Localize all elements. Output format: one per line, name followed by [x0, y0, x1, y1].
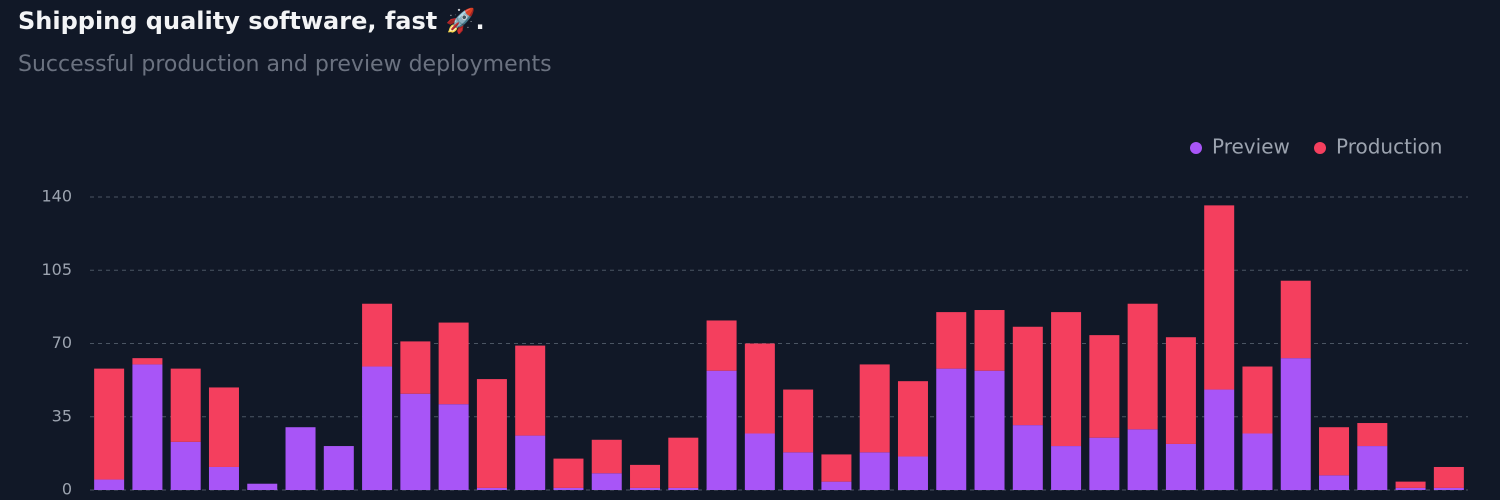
bar-segment — [400, 341, 431, 394]
bar-segment — [515, 345, 546, 436]
bar-segment — [476, 379, 507, 488]
bar-segment — [1433, 487, 1464, 490]
bar-segment — [897, 381, 928, 457]
bar-segment — [1089, 437, 1120, 490]
bar-segment — [1204, 205, 1235, 390]
bar-segment — [94, 479, 125, 490]
bar-segment — [1280, 280, 1311, 359]
bar-segment — [1357, 446, 1388, 490]
bar-segment — [285, 427, 316, 490]
bar-segment — [515, 435, 546, 490]
bar-segment — [974, 370, 1005, 490]
bar-segment — [668, 437, 699, 488]
bar-segment — [1280, 358, 1311, 490]
bar-segment — [132, 358, 163, 365]
bar-segment — [1357, 423, 1388, 447]
bar-segment — [1127, 429, 1158, 490]
bar-segment — [1395, 481, 1426, 488]
y-tick-label: 105 — [41, 260, 72, 279]
legend-swatch — [1190, 142, 1202, 154]
legend-swatch — [1314, 142, 1326, 154]
bar-segment — [1051, 312, 1082, 447]
bar-segment — [1242, 366, 1273, 434]
bar-segment — [1051, 446, 1082, 490]
bar-segment — [591, 439, 622, 474]
bar-segment — [974, 310, 1005, 371]
bar-segment — [1433, 466, 1464, 488]
bar-segment — [1204, 389, 1235, 490]
bar-segment — [1012, 326, 1043, 426]
chart-subtitle: Successful production and preview deploy… — [18, 52, 552, 77]
bar-segment — [1165, 337, 1196, 444]
bar-segment — [1165, 443, 1196, 490]
y-tick-label: 0 — [62, 480, 72, 499]
bar-segment — [630, 464, 661, 488]
bar-segment — [400, 393, 431, 490]
chart-title: Shipping quality software, fast 🚀. — [18, 7, 485, 35]
bar-segment — [323, 446, 354, 490]
bar-segment — [208, 387, 239, 467]
bar-segment — [438, 322, 469, 405]
bar-segment — [821, 481, 852, 490]
bar-segment — [821, 454, 852, 482]
y-tick-label: 70 — [52, 333, 72, 352]
bar-segment — [362, 366, 393, 490]
bar-segment — [706, 370, 737, 490]
bar-segment — [591, 473, 622, 490]
bar-segment — [859, 452, 890, 490]
legend-label: Production — [1336, 135, 1442, 159]
bar-segment — [936, 368, 967, 490]
bar-segment — [630, 487, 661, 490]
legend-label: Preview — [1212, 135, 1290, 159]
bar-segment — [553, 458, 584, 488]
bar-segment — [362, 303, 393, 367]
bar-segment — [1395, 487, 1426, 490]
bar-segment — [170, 368, 201, 442]
bar-segment — [783, 389, 814, 453]
bar-segment — [132, 364, 163, 490]
bar-segment — [170, 441, 201, 490]
bar-segment — [744, 343, 775, 434]
bar-segment — [744, 433, 775, 490]
bar-segment — [783, 452, 814, 490]
bar-segment — [897, 456, 928, 490]
bar-segment — [706, 320, 737, 371]
bar-segment — [1319, 427, 1350, 476]
bar-segment — [553, 487, 584, 490]
bar-segment — [476, 487, 507, 490]
bar-segment — [1242, 433, 1273, 490]
y-tick-label: 140 — [41, 187, 72, 206]
bar-segment — [1012, 425, 1043, 490]
bar-segment — [936, 312, 967, 369]
bar-segment — [668, 487, 699, 490]
bar-segment — [1127, 303, 1158, 430]
bar-segment — [94, 368, 125, 480]
y-tick-label: 35 — [52, 406, 72, 425]
bar-segment — [438, 404, 469, 490]
bar-segment — [1319, 475, 1350, 490]
bar-segment — [859, 364, 890, 453]
bar-segment — [247, 483, 278, 490]
bar-segment — [208, 466, 239, 490]
bar-segment — [1089, 335, 1120, 438]
